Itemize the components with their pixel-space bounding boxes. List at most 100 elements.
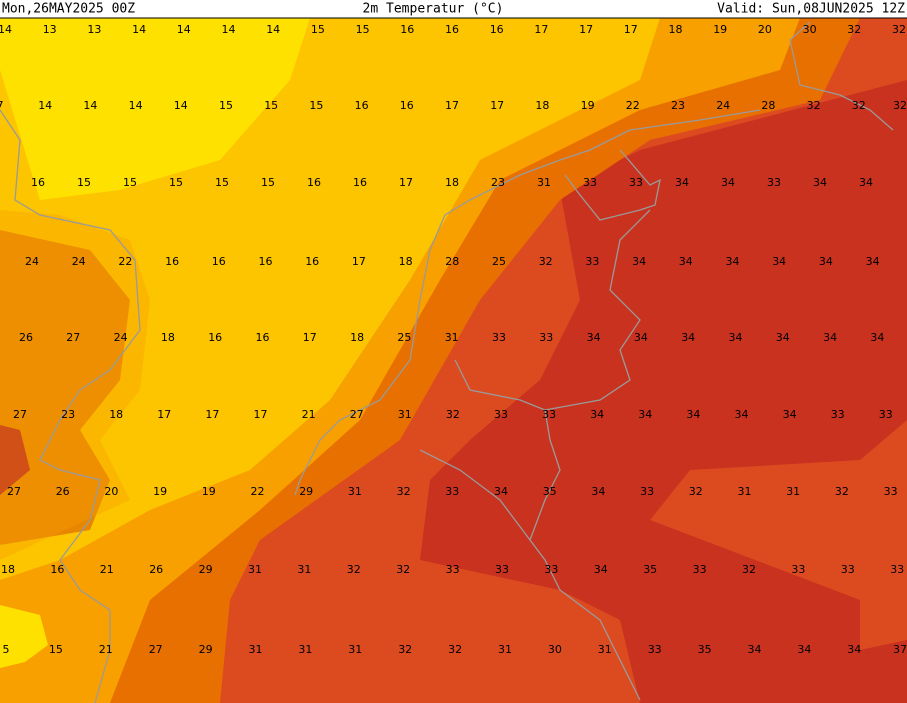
- temperature-value: 33: [648, 643, 662, 656]
- temperature-value: 33: [841, 563, 855, 576]
- temperature-value: 17: [445, 99, 459, 112]
- borders: [0, 21, 894, 703]
- temperature-value: 31: [738, 485, 752, 498]
- temperature-value: 34: [494, 485, 508, 498]
- temperature-value: 5: [3, 643, 10, 656]
- temperature-value: 19: [713, 23, 727, 36]
- temperature-value: 35: [543, 485, 557, 498]
- country-border: [419, 209, 651, 701]
- temperature-value: 35: [643, 563, 657, 576]
- temperature-field: [0, 18, 907, 703]
- temperature-value: 24: [25, 255, 39, 268]
- temperature-value: 17: [624, 23, 638, 36]
- temperature-value: 33: [494, 408, 508, 421]
- temperature-value: 14: [0, 23, 12, 36]
- temperature-value: 16: [400, 23, 414, 36]
- temperature-value: 15: [169, 176, 183, 189]
- temperature-value: 33: [539, 331, 553, 344]
- temperature-value: 23: [491, 176, 505, 189]
- temperature-value: 32: [892, 23, 906, 36]
- temperature-value: 33: [629, 176, 643, 189]
- temperature-value: 32: [852, 99, 866, 112]
- temperature-value: 33: [583, 176, 597, 189]
- temperature-value: 34: [675, 176, 689, 189]
- temperature-value: 35: [698, 643, 712, 656]
- temperature-value: 34: [729, 331, 743, 344]
- temperature-value: 34: [679, 255, 693, 268]
- temperature-value: 16: [50, 563, 64, 576]
- temperature-value: 26: [19, 331, 33, 344]
- temperature-value: 16: [31, 176, 45, 189]
- temperature-value: 16: [355, 99, 369, 112]
- temperature-value: 32: [835, 485, 849, 498]
- coastline: [294, 21, 894, 496]
- field-west-blob: [0, 230, 130, 545]
- temperature-value: 34: [823, 331, 837, 344]
- temperature-value: 34: [847, 643, 861, 656]
- temperature-value: 27: [7, 485, 21, 498]
- temperature-value: 33: [492, 331, 506, 344]
- temperature-labels: 14 13 13 14 14 14 14 15 15 16 16 16 17 17 17 18 19 20 30 32…: [0, 23, 907, 656]
- temperature-value: 34: [726, 255, 740, 268]
- temperature-value: 34: [634, 331, 648, 344]
- temperature-value: 18: [109, 408, 123, 421]
- temperature-value: 16: [400, 99, 414, 112]
- temperature-value: 31: [298, 643, 312, 656]
- west-coast: [0, 109, 141, 703]
- temperature-value: 27: [149, 643, 163, 656]
- temperature-value: 27: [66, 331, 80, 344]
- temperature-value: 34: [587, 331, 601, 344]
- temperature-value: 33: [640, 485, 654, 498]
- temperature-value: 15: [309, 99, 323, 112]
- temperature-value: 24: [114, 331, 128, 344]
- temperature-value: 17: [303, 331, 317, 344]
- temperature-value: 15: [215, 176, 229, 189]
- temperature-value: 33: [693, 563, 707, 576]
- temperature-value: 14: [132, 23, 146, 36]
- temperature-value: 34: [870, 331, 884, 344]
- temperature-value: 33: [767, 176, 781, 189]
- temperature-value: 37: [893, 643, 907, 656]
- temperature-value: 16: [307, 176, 321, 189]
- temperature-value: 32: [742, 563, 756, 576]
- header-title: 2m Temperatur (°C): [363, 2, 504, 17]
- temperature-value: 34: [866, 255, 880, 268]
- temperature-value: 14: [129, 99, 143, 112]
- temperature-value: 18: [445, 176, 459, 189]
- temperature-value: 14: [83, 99, 97, 112]
- temperature-value: 22: [626, 99, 640, 112]
- temperature-value: 15: [77, 176, 91, 189]
- temperature-value: 17: [352, 255, 366, 268]
- temperature-value: 22: [118, 255, 132, 268]
- temperature-value: 26: [149, 563, 163, 576]
- temperature-value: 18: [350, 331, 364, 344]
- temperature-value: 34: [721, 176, 735, 189]
- temperature-value: 29: [299, 485, 313, 498]
- temperature-value: 34: [772, 255, 786, 268]
- temperature-value: 17: [534, 23, 548, 36]
- temperature-value: 16: [445, 23, 459, 36]
- temperature-value: 23: [671, 99, 685, 112]
- temperature-value: 28: [445, 255, 459, 268]
- temperature-value: 34: [797, 643, 811, 656]
- temperature-value: 31: [348, 485, 362, 498]
- temperature-value: 33: [879, 408, 893, 421]
- temperature-value: 30: [548, 643, 562, 656]
- temperature-value: 29: [199, 563, 213, 576]
- temperature-value: 18: [399, 255, 413, 268]
- temperature-value: 31: [498, 643, 512, 656]
- temperature-value: 32: [807, 99, 821, 112]
- temperature-value: 19: [202, 485, 216, 498]
- temperature-value: 17: [157, 408, 171, 421]
- temperature-value: 33: [445, 485, 459, 498]
- temperature-value: 24: [716, 99, 730, 112]
- temperature-value: 25: [397, 331, 411, 344]
- temperature-value: 34: [632, 255, 646, 268]
- temperature-value: 16: [212, 255, 226, 268]
- temperature-value: 33: [544, 563, 558, 576]
- temperature-value: 34: [859, 176, 873, 189]
- temperature-value: 16: [490, 23, 504, 36]
- temperature-value: 32: [847, 23, 861, 36]
- temperature-value: 16: [353, 176, 367, 189]
